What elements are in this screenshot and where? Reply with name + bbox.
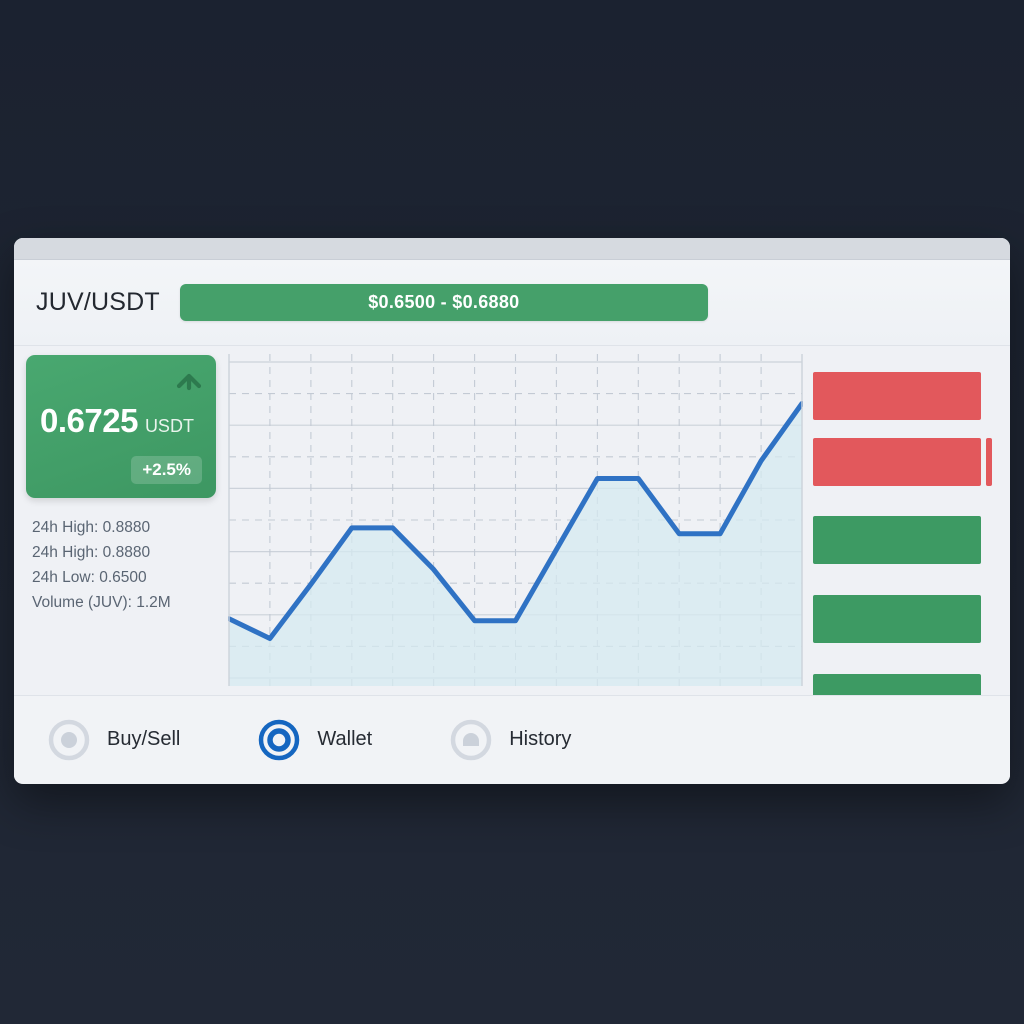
nav-item-wallet[interactable]: Wallet [258,719,372,761]
app-header: JUV/USDT $0.6500 - $0.6880 [14,260,1010,346]
price-change-badge: +2.5% [131,456,202,484]
nav-label-buy-sell: Buy/Sell [107,728,181,750]
target-ring-icon [259,719,300,760]
depth-bar-sliver [986,438,992,486]
stat-volume: Volume (JUV): 1.2M [32,594,171,611]
nav-item-buy-sell[interactable]: Buy/Sell [48,719,180,761]
depth-bar-sell[interactable] [813,372,981,420]
trading-app-window: JUV/USDT $0.6500 - $0.6880 0.6725 USDT +… [14,238,1010,784]
nav-label-history: History [509,728,572,750]
nav-label-wallet: Wallet [317,728,373,750]
window-title-bar [14,238,1010,260]
market-stats-list: 24h High: 0.8880 24h High: 0.8880 24h Lo… [26,515,228,615]
price-value: 0.6725 [40,402,138,439]
depth-bar-sell[interactable] [813,438,981,486]
arrow-up-icon [176,373,202,391]
price-row: 0.6725 USDT [40,402,194,440]
dome-icon [450,719,492,760]
price-unit: USDT [144,416,194,436]
left-info-panel: 0.6725 USDT +2.5% 24h High: 0.8880 24h H… [14,346,228,695]
depth-bar-buy[interactable] [813,595,981,643]
chart-line-series [228,401,803,641]
chart-area-fill [229,403,802,686]
depth-bar-buy[interactable] [813,674,981,695]
main-content-area: 0.6725 USDT +2.5% 24h High: 0.8880 24h H… [14,346,1010,696]
bottom-navigation: Buy/Sell Wallet History [14,696,1010,783]
stat-24h-high-1: 24h High: 0.8880 [32,519,151,536]
price-chart-svg [228,354,803,686]
trading-pair-title: JUV/USDT [36,288,160,316]
nav-item-history[interactable]: History [450,719,571,761]
price-range-banner[interactable]: $0.6500 - $0.6880 [179,284,708,321]
radio-dot-icon [48,719,90,760]
price-chart[interactable] [228,354,803,686]
stat-24h-low: 24h Low: 0.6500 [32,569,147,586]
order-depth-panel[interactable] [803,354,1010,695]
depth-bar-buy[interactable] [813,516,981,564]
stat-24h-high-2: 24h High: 0.8880 [32,544,151,561]
current-price-card[interactable]: 0.6725 USDT +2.5% [26,355,216,498]
